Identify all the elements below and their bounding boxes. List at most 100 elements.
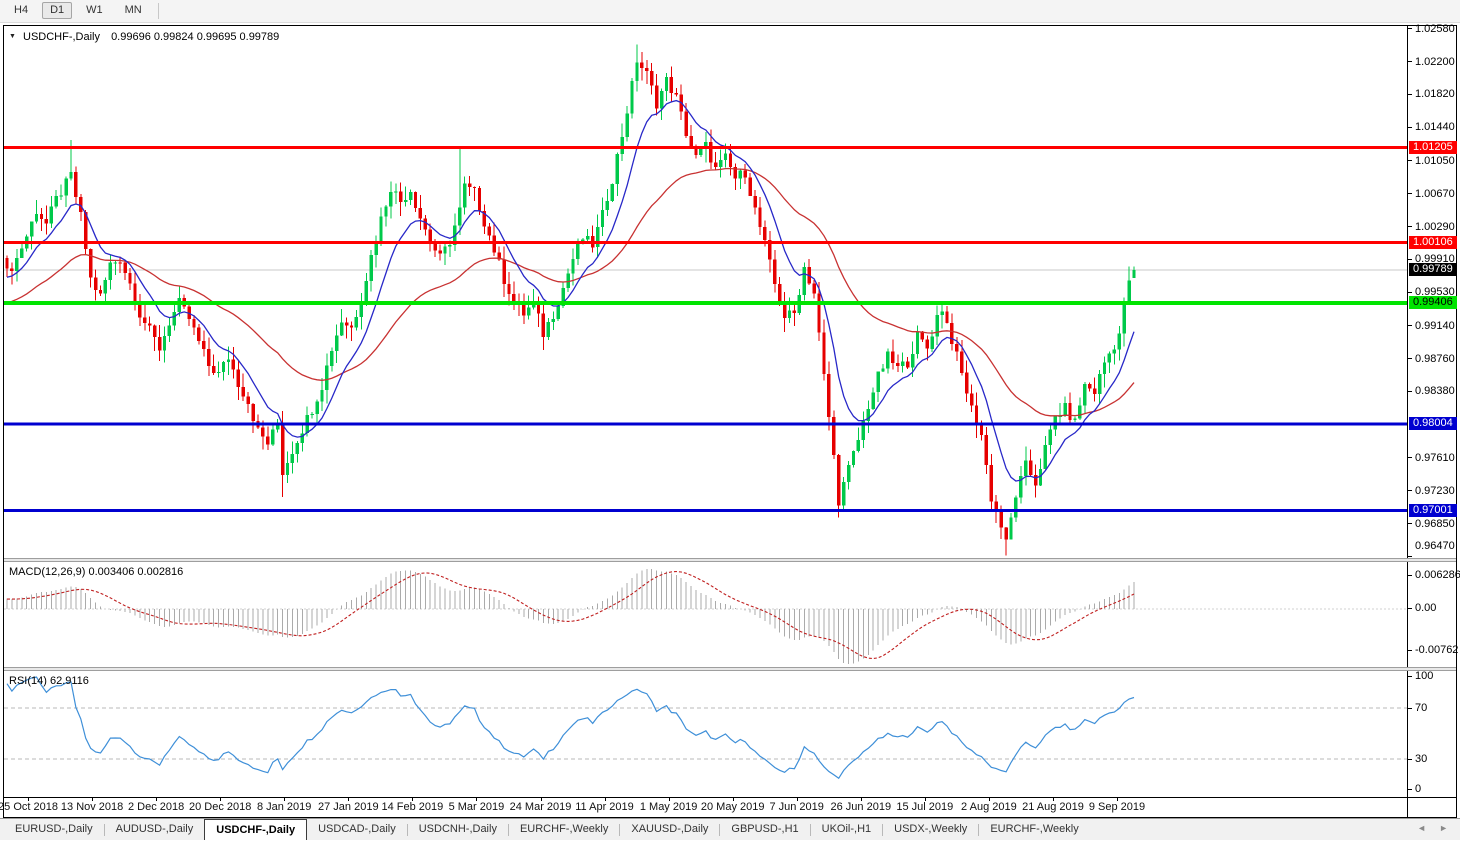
date-label: 15 Jul 2019 xyxy=(896,801,954,813)
date-label: 14 Feb 2019 xyxy=(381,801,444,813)
chart-canvas[interactable] xyxy=(4,26,1407,797)
rsi-tick-label: 30 xyxy=(1415,752,1428,765)
time-tick xyxy=(28,797,29,801)
price-tick-label: 1.01440 xyxy=(1415,121,1455,134)
price-tick-label: 1.00670 xyxy=(1415,187,1455,200)
price-tick xyxy=(1408,226,1412,227)
date-label: 11 Apr 2019 xyxy=(575,801,634,813)
toolbar-separator xyxy=(157,3,159,19)
chart-tab-xauusd-daily[interactable]: XAUUSD-,Daily xyxy=(631,823,709,835)
time-tick xyxy=(988,797,990,801)
time-tick xyxy=(796,797,798,801)
timeframe-toolbar: H4 D1 W1 MN xyxy=(0,0,1460,23)
date-label: 9 Sep 2019 xyxy=(1088,801,1146,813)
date-label: 25 Oct 2018 xyxy=(0,801,58,813)
price-scale[interactable]: 1.02580 1.02200 1.01820 1.01440 1.01050 1.006… xyxy=(1408,22,1460,817)
price-tick-label: 0.97230 xyxy=(1415,484,1455,497)
tab-divider xyxy=(619,824,621,836)
price-tick-label: 1.02580 xyxy=(1415,22,1455,35)
chart-tab-usdcnh-daily[interactable]: USDCNH-,Daily xyxy=(418,823,497,835)
chart-tab-usdchf-daily[interactable]: USDCHF-,Daily xyxy=(204,819,308,840)
price-axis-line xyxy=(1407,26,1408,817)
tab-divider xyxy=(507,824,509,836)
macd-tick xyxy=(1408,575,1412,576)
price-tick-label: 1.02200 xyxy=(1415,55,1455,68)
price-tick-label: 0.96470 xyxy=(1415,540,1455,552)
time-tick xyxy=(1053,797,1054,801)
price-level-chip: 0.98004 xyxy=(1409,417,1457,431)
tab-divider xyxy=(882,824,884,836)
rsi-tick-label: 100 xyxy=(1415,670,1434,682)
chart-tab-bar: EURUSD-,Daily AUDUSD-,Daily USDCHF-,Daily U… xyxy=(0,818,1460,840)
time-tick xyxy=(860,797,862,801)
date-label: 7 Jun 2019 xyxy=(769,801,824,813)
rsi-panel-separator[interactable] xyxy=(4,667,1456,671)
chart-title: ▼ USDCHF-,Daily 0.99696 0.99824 0.99695 … xyxy=(9,31,279,43)
rsi-indicator-label: RSI(14) 62.9116 xyxy=(9,675,89,687)
price-tick xyxy=(1408,160,1412,162)
chart-tab-usdx-weekly[interactable]: USDX-,Weekly xyxy=(894,823,968,835)
time-tick xyxy=(348,797,350,801)
date-label: 13 Nov 2018 xyxy=(60,801,124,813)
time-tick xyxy=(220,797,222,801)
macd-tick-label: 0.006286 xyxy=(1415,569,1460,581)
price-tick xyxy=(1408,258,1412,260)
time-tick xyxy=(156,797,158,801)
price-tick-label: 1.00290 xyxy=(1415,220,1455,233)
timeframe-button-w1[interactable]: W1 xyxy=(86,4,103,16)
price-tick xyxy=(1408,490,1412,492)
tab-divider xyxy=(719,824,721,836)
price-tick xyxy=(1408,291,1412,293)
tab-divider xyxy=(406,824,408,836)
chart-tab-gbpusd-h1[interactable]: GBPUSD-,H1 xyxy=(731,823,799,835)
time-tick xyxy=(1117,797,1118,801)
tab-divider xyxy=(809,824,811,836)
chart-tab-ukoil-h1[interactable]: UKOil-,H1 xyxy=(821,823,872,835)
rsi-tick xyxy=(1408,758,1412,760)
price-tick xyxy=(1408,325,1412,327)
price-tick xyxy=(1408,193,1412,195)
price-tick xyxy=(1408,457,1412,459)
date-label: 20 May 2019 xyxy=(700,801,765,813)
rsi-tick-label: 70 xyxy=(1415,702,1428,715)
price-tick-label: 0.99530 xyxy=(1415,286,1455,299)
collapse-indicator-icon[interactable]: ▼ xyxy=(9,33,16,40)
tab-scroll-left-icon[interactable]: ◄ xyxy=(1417,823,1426,833)
price-tick-label: 0.98760 xyxy=(1415,352,1455,365)
time-tick xyxy=(732,797,734,801)
chart-tab-eurchf-weekly[interactable]: EURCHF-,Weekly xyxy=(990,823,1079,835)
date-label: 26 Jun 2019 xyxy=(830,801,892,813)
price-level-chip: 0.99406 xyxy=(1409,296,1457,310)
tab-divider xyxy=(978,824,980,836)
price-level-chip: 0.97001 xyxy=(1409,504,1457,517)
current-price-chip: 0.99789 xyxy=(1409,263,1457,277)
chart-tab-eurchf-weekly[interactable]: EURCHF-,Weekly xyxy=(519,823,609,835)
chart-tab-audusd-daily[interactable]: AUDUSD-,Daily xyxy=(115,823,194,835)
chart-tab-eurusd-daily[interactable]: EURUSD-,Daily xyxy=(15,823,93,835)
price-tick-label: 0.97610 xyxy=(1415,451,1455,464)
date-label: 1 May 2019 xyxy=(639,801,698,813)
chart-symbol-label: USDCHF-,Daily xyxy=(23,31,100,43)
price-tick xyxy=(1408,523,1412,525)
price-tick-label: 0.99910 xyxy=(1415,253,1455,266)
macd-indicator-label: MACD(12,26,9) 0.003406 0.002816 xyxy=(9,566,184,578)
timeframe-button-h4[interactable]: H4 xyxy=(14,4,29,16)
timeframe-button-d1[interactable]: D1 xyxy=(42,2,73,19)
chart-tab-usdcad-daily[interactable]: USDCAD-,Daily xyxy=(318,823,396,835)
price-tick xyxy=(1408,28,1412,30)
time-tick xyxy=(476,797,478,801)
tab-scroll-right-icon[interactable]: ► xyxy=(1439,823,1448,833)
time-scale[interactable]: 25 Oct 2018 13 Nov 2018 2 Dec 2018 20 Dec 2… xyxy=(0,797,1407,817)
date-label: 2 Aug 2019 xyxy=(961,801,1017,813)
rsi-tick xyxy=(1408,789,1412,790)
time-tick xyxy=(540,797,542,801)
macd-tick xyxy=(1408,608,1412,609)
timeframe-button-mn[interactable]: MN xyxy=(124,4,142,16)
time-axis-line xyxy=(4,797,1456,798)
macd-panel-separator[interactable] xyxy=(4,558,1456,562)
price-level-chip: 1.01205 xyxy=(1409,141,1457,154)
date-label: 5 Mar 2019 xyxy=(448,801,505,813)
macd-tick xyxy=(1408,650,1412,651)
rsi-tick xyxy=(1408,676,1412,677)
